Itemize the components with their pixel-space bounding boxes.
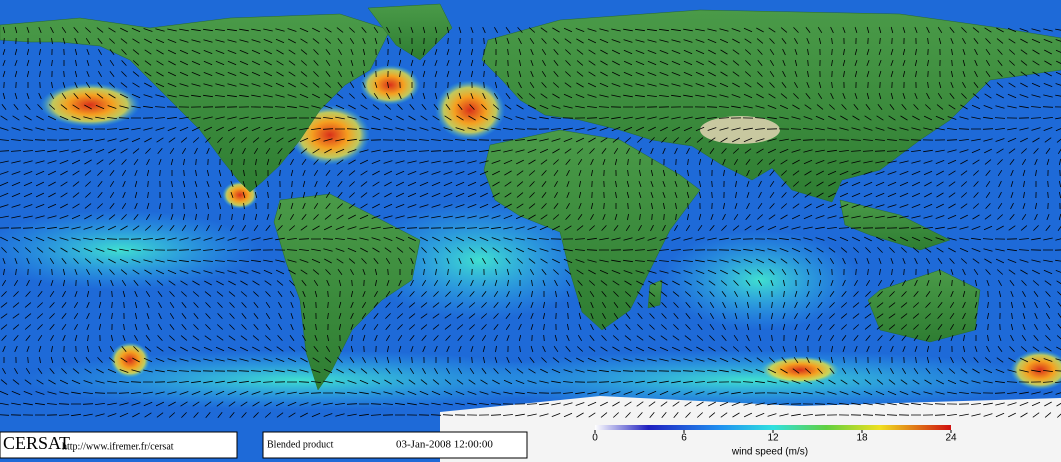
colorbar-label: wind speed (m/s) <box>731 447 808 458</box>
wind-vectors <box>0 26 1061 418</box>
info-box <box>262 431 528 459</box>
product: Blended product <box>267 439 334 450</box>
wind-field <box>0 65 1061 410</box>
colorbar-tick-label: 6 <box>681 433 687 444</box>
colorbar-tick-label: 0 <box>592 433 598 444</box>
date: 03-Jan-2008 12:00:00 <box>396 439 493 451</box>
colorbar-tick-label: 12 <box>767 433 779 444</box>
url: http://www.ifremer.fr/cersat <box>62 441 174 452</box>
colorbar <box>595 425 951 430</box>
logo-box <box>0 431 238 459</box>
logo: CERSAT <box>3 433 70 453</box>
colorbar-ticks: 0 6 12 18 24 <box>592 430 957 444</box>
land <box>0 3 1061 391</box>
colorbar-tick-label: 24 <box>945 433 957 444</box>
colorbar-tick-label: 18 <box>856 433 868 444</box>
plateau <box>700 116 780 144</box>
